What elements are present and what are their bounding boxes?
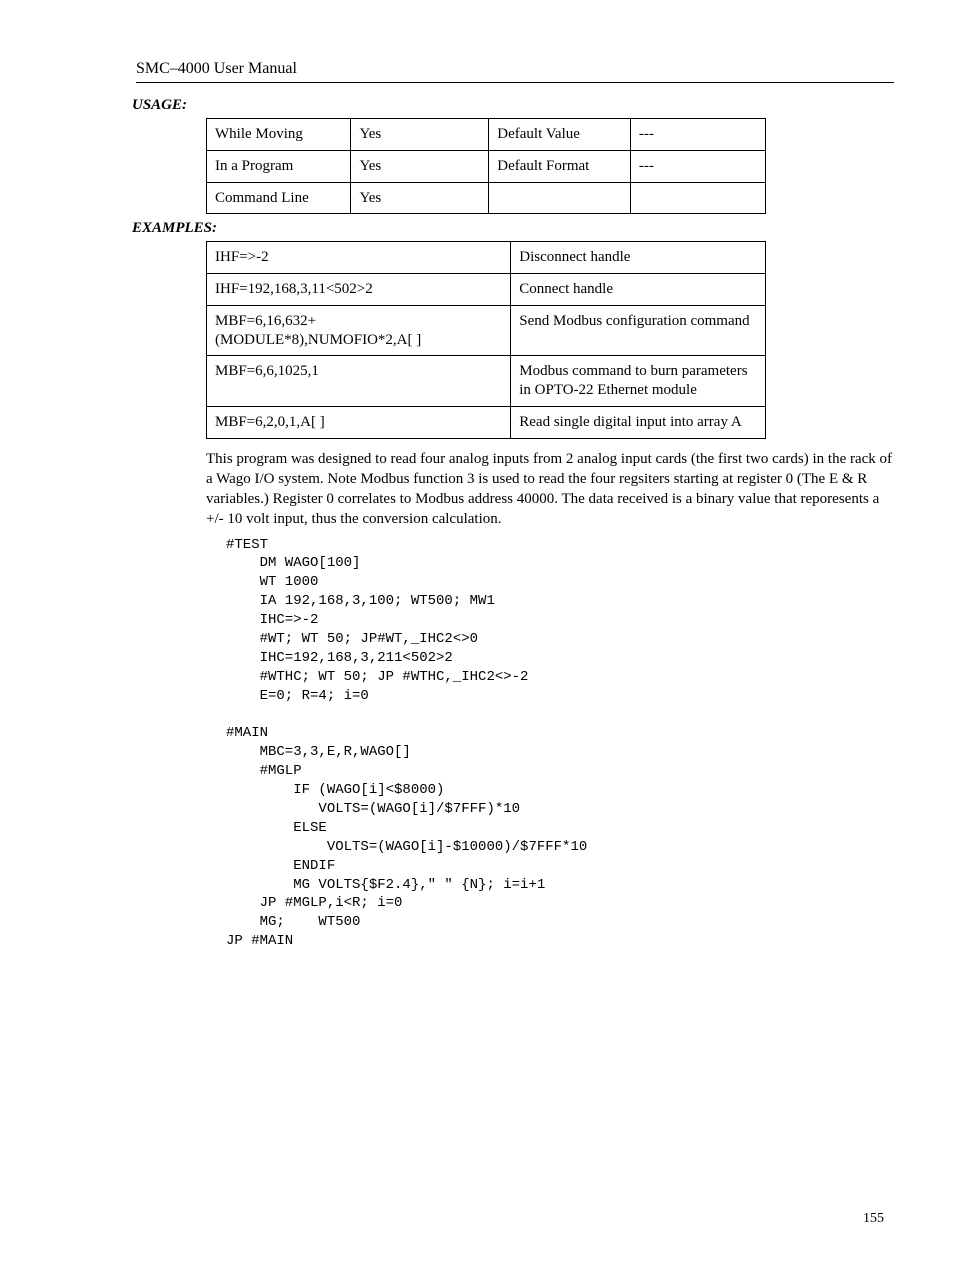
page: SMC–4000 User Manual USAGE: While Moving…: [0, 0, 954, 1267]
cell: MBF=6,16,632+(MODULE*8),NUMOFIO*2,A[ ]: [207, 305, 511, 356]
examples-block: IHF=>-2 Disconnect handle IHF=192,168,3,…: [206, 241, 894, 951]
cell: Command Line: [207, 182, 351, 214]
cell: IHF=192,168,3,11<502>2: [207, 274, 511, 306]
header-rule: [136, 82, 894, 83]
cell: Connect handle: [511, 274, 766, 306]
cell: ---: [630, 150, 765, 182]
cell: Send Modbus configuration command: [511, 305, 766, 356]
page-number: 155: [136, 1211, 894, 1227]
table-row: MBF=6,6,1025,1 Modbus command to burn pa…: [207, 356, 766, 407]
manual-title: SMC–4000 User Manual: [136, 60, 894, 78]
cell: ---: [630, 119, 765, 151]
table-row: IHF=>-2 Disconnect handle: [207, 242, 766, 274]
cell: Disconnect handle: [511, 242, 766, 274]
table-row: MBF=6,16,632+(MODULE*8),NUMOFIO*2,A[ ] S…: [207, 305, 766, 356]
cell: Yes: [351, 150, 489, 182]
cell: MBF=6,2,0,1,A[ ]: [207, 406, 511, 438]
table-row: MBF=6,2,0,1,A[ ] Read single digital inp…: [207, 406, 766, 438]
examples-label: EXAMPLES:: [132, 220, 894, 237]
cell: Yes: [351, 119, 489, 151]
table-row: IHF=192,168,3,11<502>2 Connect handle: [207, 274, 766, 306]
cell: [630, 182, 765, 214]
cell: MBF=6,6,1025,1: [207, 356, 511, 407]
usage-table: While Moving Yes Default Value --- In a …: [206, 118, 766, 214]
code-block: #TEST DM WAGO[100] WT 1000 IA 192,168,3,…: [226, 536, 894, 952]
cell: [489, 182, 631, 214]
description-paragraph: This program was designed to read four a…: [206, 449, 894, 530]
usage-label: USAGE:: [132, 97, 894, 114]
cell: Default Value: [489, 119, 631, 151]
cell: Yes: [351, 182, 489, 214]
table-row: Command Line Yes: [207, 182, 766, 214]
examples-table: IHF=>-2 Disconnect handle IHF=192,168,3,…: [206, 241, 766, 438]
cell: IHF=>-2: [207, 242, 511, 274]
cell: Read single digital input into array A: [511, 406, 766, 438]
table-row: In a Program Yes Default Format ---: [207, 150, 766, 182]
cell: Modbus command to burn parameters in OPT…: [511, 356, 766, 407]
cell: In a Program: [207, 150, 351, 182]
table-row: While Moving Yes Default Value ---: [207, 119, 766, 151]
usage-block: While Moving Yes Default Value --- In a …: [206, 118, 894, 214]
cell: Default Format: [489, 150, 631, 182]
cell: While Moving: [207, 119, 351, 151]
